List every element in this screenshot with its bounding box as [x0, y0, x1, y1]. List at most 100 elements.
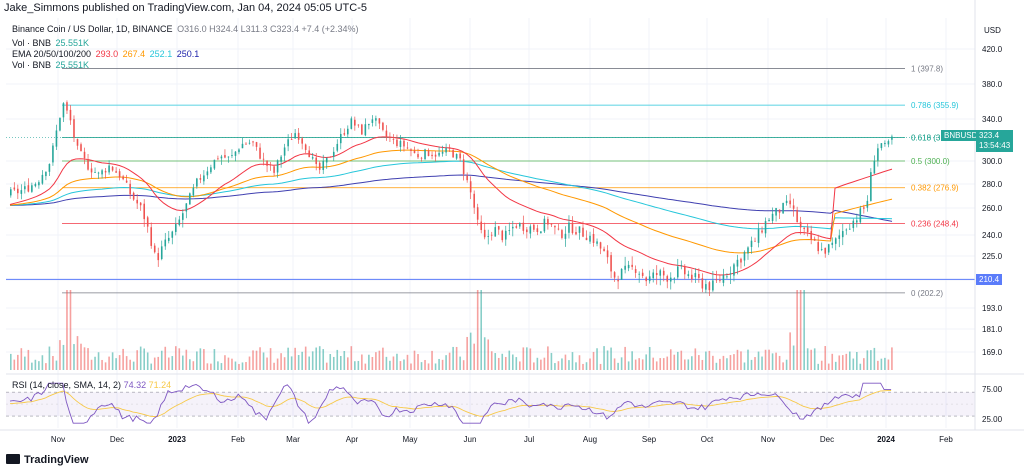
- symbol-title[interactable]: Binance Coin / US Dollar, 1D, BINANCE: [12, 24, 173, 34]
- volume-bar: [592, 351, 595, 370]
- volume-bar: [129, 359, 131, 370]
- volume-bar: [856, 352, 858, 370]
- volume-bar: [768, 349, 770, 370]
- candle: [722, 268, 725, 287]
- candle-body: [90, 168, 93, 173]
- volume-legend[interactable]: Vol · BNB 25.551K: [12, 38, 89, 48]
- candle: [575, 226, 577, 236]
- candle: [599, 241, 602, 255]
- candle-body: [813, 238, 816, 241]
- volume-bar: [87, 348, 89, 370]
- volume-bar: [185, 349, 188, 370]
- volume-bar: [487, 339, 490, 370]
- candle: [582, 221, 584, 238]
- volume-bar: [673, 354, 676, 370]
- volume-legend-2[interactable]: Vol · BNB 25.551K: [12, 60, 89, 70]
- candle-body: [69, 109, 72, 121]
- candle-body: [10, 189, 12, 196]
- candle: [290, 132, 293, 141]
- candle: [31, 182, 33, 193]
- volume-bar: [841, 355, 844, 370]
- volume-bar: [582, 363, 584, 370]
- candle-body: [80, 144, 82, 152]
- candle-body: [104, 170, 107, 173]
- volume-bar: [336, 349, 339, 370]
- volume-bar: [17, 354, 19, 370]
- candle-body: [73, 119, 75, 138]
- candle: [880, 143, 883, 151]
- candle: [97, 171, 100, 179]
- level-210-tag: 210.4: [976, 274, 1003, 285]
- volume-bar: [596, 348, 598, 370]
- candle-body: [27, 185, 30, 192]
- time-axis[interactable]: Nov Dec 2023 Feb Mar Apr May Jun Jul Aug Sep Oct Nov…: [0, 429, 1024, 444]
- candle-body: [52, 145, 54, 163]
- candle-body: [550, 223, 553, 225]
- volume-bar: [754, 357, 756, 370]
- volume-bar: [694, 348, 697, 370]
- candle-body: [139, 202, 142, 206]
- volume-bar: [775, 352, 777, 370]
- candle-body: [870, 172, 872, 201]
- candle-body: [529, 226, 532, 234]
- candle: [178, 215, 181, 227]
- volume-bar: [167, 357, 170, 370]
- volume-bar: [441, 359, 444, 370]
- candle-body: [410, 149, 412, 151]
- candle: [733, 262, 735, 282]
- volume-bar: [561, 358, 563, 370]
- volume-bar: [308, 356, 310, 370]
- candle-body: [726, 276, 728, 278]
- tradingview-footer[interactable]: TradingView: [6, 454, 89, 466]
- volume-bar: [522, 347, 525, 370]
- candle-body: [382, 122, 384, 130]
- volume-bar: [533, 362, 535, 370]
- candle: [269, 162, 272, 171]
- volume-bar: [139, 346, 142, 370]
- candle: [241, 137, 244, 149]
- time-tick: Jul: [524, 435, 534, 444]
- candle: [160, 240, 163, 261]
- candle-body: [841, 231, 844, 238]
- volume-bar: [290, 356, 293, 370]
- volume-bar: [877, 360, 879, 370]
- volume-bar: [613, 358, 616, 370]
- candle-body: [34, 184, 37, 187]
- candle: [231, 149, 233, 159]
- volume-bar: [519, 361, 521, 370]
- candle: [424, 148, 426, 161]
- candle: [206, 166, 209, 180]
- volume-bar: [701, 359, 704, 370]
- candle-body: [290, 139, 293, 141]
- volume-bar: [494, 353, 497, 370]
- candle: [761, 226, 763, 234]
- candle: [526, 226, 528, 239]
- candle: [276, 159, 279, 178]
- ema-legend[interactable]: EMA 20/50/100/200 293.0 267.4 252.1 250.…: [12, 49, 199, 59]
- candle-body: [45, 171, 47, 177]
- volume-bar: [206, 363, 209, 370]
- candle: [820, 242, 823, 252]
- volume-bar: [740, 351, 742, 370]
- volume-bar: [599, 363, 602, 370]
- candle-body: [153, 245, 156, 253]
- candle-body: [125, 180, 128, 183]
- candle-body: [568, 222, 570, 233]
- volume-bar: [354, 361, 356, 370]
- volume-bar: [420, 362, 423, 370]
- candle-body: [76, 139, 79, 146]
- price-axis[interactable]: USD 420.0 380.0 340.0 300.0 280.0 260.0 240.0 22…: [974, 0, 1003, 430]
- rsi-legend[interactable]: RSI (14, close, SMA, 14, 2) 74.32 71.24: [12, 380, 171, 390]
- candle-body: [171, 231, 174, 238]
- symbol-legend[interactable]: Binance Coin / US Dollar, 1D, BINANCE O3…: [12, 24, 359, 34]
- volume-bar: [676, 351, 679, 370]
- candle-body: [884, 142, 886, 145]
- candle: [726, 273, 728, 279]
- volume-bar: [455, 346, 458, 370]
- candle: [645, 276, 647, 287]
- candle-countdown: 13:54:43: [979, 141, 1011, 150]
- rsi-value: 74.32: [123, 380, 147, 390]
- candle: [417, 148, 419, 160]
- candle: [620, 268, 623, 281]
